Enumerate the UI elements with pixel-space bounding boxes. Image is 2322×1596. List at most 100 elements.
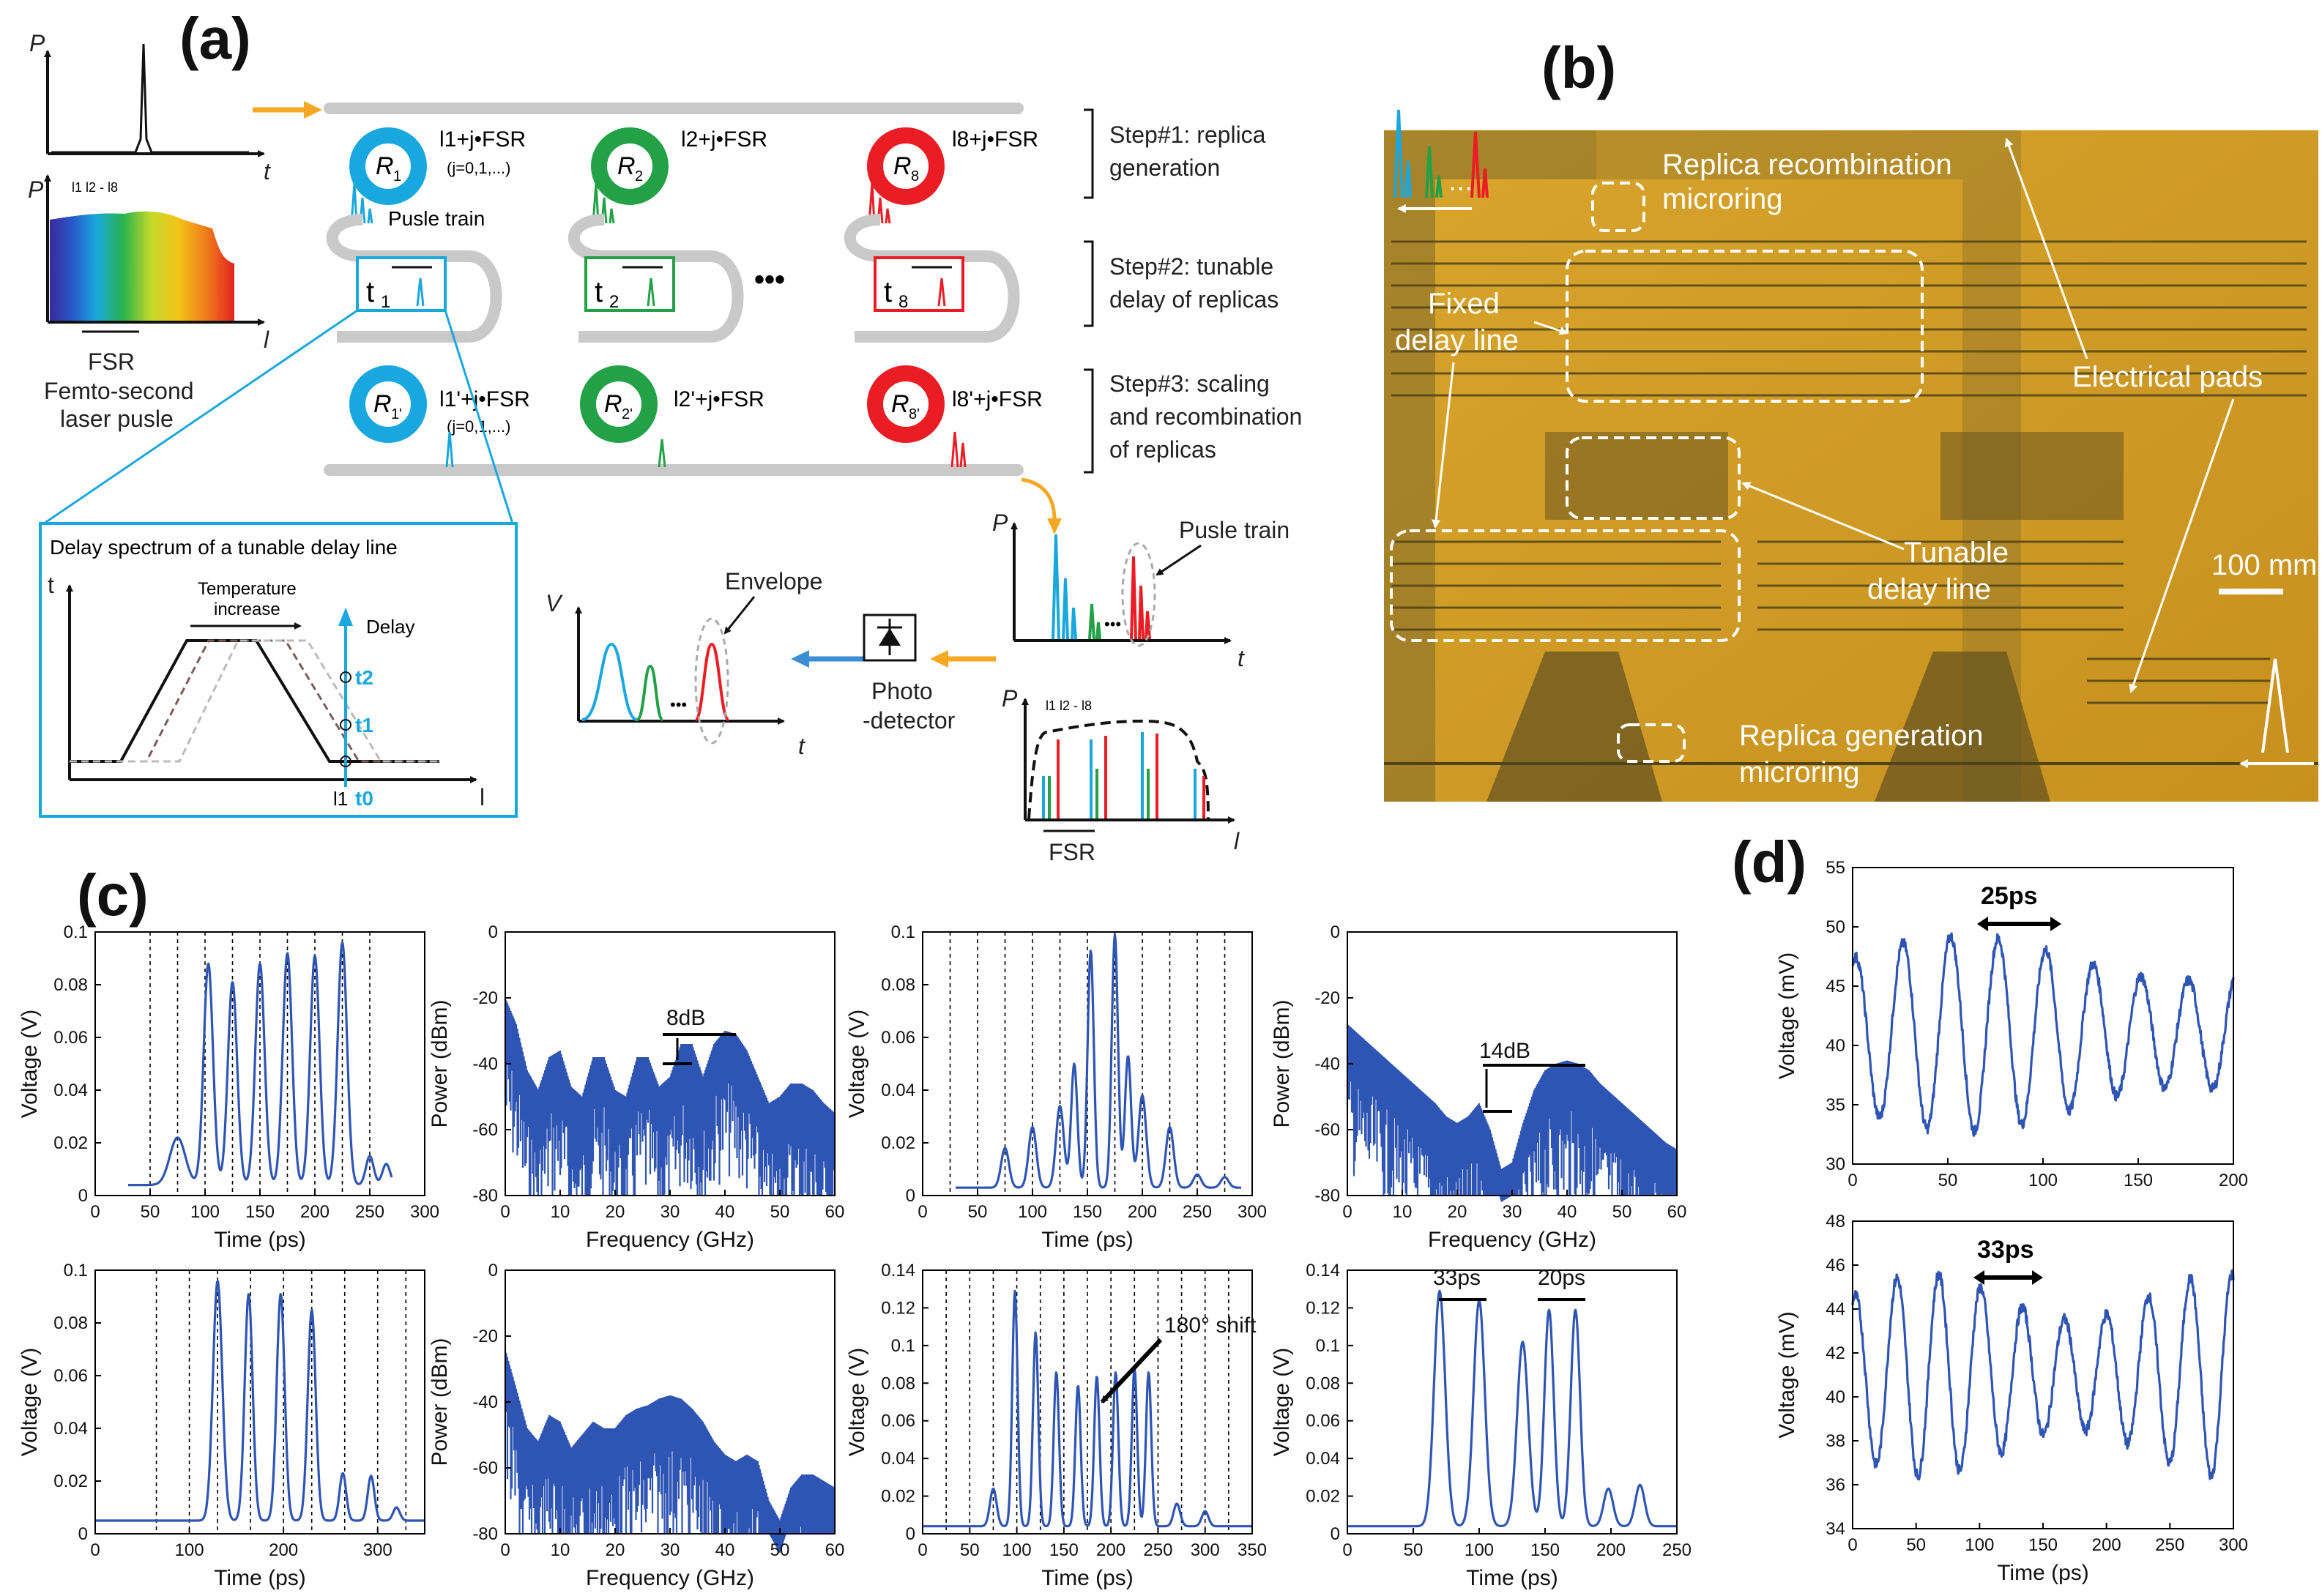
ring-r8p-label: l8'+j•FSR [952,387,1043,411]
temperature-label-2: increase [214,600,280,619]
detected-voltage-plot: V t ••• Envelope [546,568,822,759]
ring-r1-label: l1+j•FSR [439,127,526,152]
x-tick-label: 0 [1342,1202,1352,1222]
comb-axis-p: P [1002,685,1018,712]
train-label: Pusle train [1179,517,1290,543]
label-recomb-2: microring [1662,183,1782,215]
y-tick-label: 0 [78,1186,88,1206]
pulse-axis-t: t [264,158,271,184]
x-tick-label: 100 [1002,1540,1032,1560]
input-arrow-head [304,101,322,119]
x-tick-label: 0 [918,1202,927,1222]
l1-label: l1 [333,788,348,810]
panel-label-c: (c) [77,862,149,928]
x-tick-label: 250 [1662,1540,1692,1560]
series-line [1347,1289,1678,1528]
annotation-33ps-d: 33ps [1977,1236,2034,1264]
x-tick-label: 0 [1847,1171,1857,1190]
delay-box-title: Delay spectrum of a tunable delay line [50,536,398,559]
x-tick-label: 150 [1049,1540,1079,1560]
x-tick-label: 30 [660,1540,680,1560]
series-line [94,1280,425,1522]
y-tick-label: 35 [1826,1095,1845,1115]
y-tick-label: 46 [1826,1256,1845,1275]
x-tick-label: 100 [1018,1202,1047,1222]
mini-out-2 [658,439,666,468]
panel-label-b: (b) [1541,35,1616,100]
x-axis-label: Time (ps) [1041,1566,1134,1590]
train-axis-t: t [1238,645,1245,671]
y-tick-label: 0.02 [881,1133,915,1153]
series-line [1851,1269,2235,1481]
t0-label: t0 [355,787,373,810]
x-tick-label: 200 [300,1202,330,1222]
x-axis-label: Time (ps) [1041,1228,1134,1252]
pulse-train-label-top: Pusle train [388,207,485,230]
delay-box-2: t 2 [584,256,675,312]
envelope-label: Envelope [725,568,822,594]
y-tick-label: 55 [1826,858,1845,878]
label-fixed-1: Fixed [1428,288,1500,320]
x-tick-label: 50 [141,1202,160,1222]
spectrum-envelope [1347,1024,1677,1202]
x-tick-label: 250 [1143,1540,1172,1560]
x-tick-label: 0 [918,1540,927,1560]
x-tick-label: 30 [660,1202,680,1222]
y-tick-label: 0.02 [881,1487,915,1507]
delay-waveguide-2 [568,214,744,343]
photodetector-icon: Photo -detector [863,614,956,734]
x-tick-label: 200 [269,1540,298,1560]
y-tick-label: 50 [1826,917,1845,937]
y-tick-label: 0.12 [1306,1298,1340,1318]
step3-line3: of replicas [1109,436,1216,463]
panel-a: (a) P t P l l1 l2 - l8 FSR Femto-second … [28,6,1302,865]
svg-text:8': 8' [909,406,920,422]
svg-text:8: 8 [911,168,919,184]
x-tick-label: 300 [2219,1535,2248,1555]
ring-r2-label: l2+j•FSR [681,127,767,152]
y-axis-label: Power (dBm) [428,999,452,1127]
y-tick-label: 40 [1826,1036,1845,1056]
svg-text:t: t [366,276,374,308]
ring-r1p-note: (j=0,1,...) [447,417,510,436]
t2-label: t2 [355,666,373,689]
y-tick-label: -40 [472,1054,498,1074]
x-tick-label: 250 [355,1202,384,1222]
panel-b: (b) ... [1384,35,2318,802]
step2-line2: delay of replicas [1109,286,1279,313]
x-tick-label: 150 [1073,1202,1102,1222]
chart-c1: 0 50 100 150 200 250 300 0 0.02 0.04 0.06 0.08 0.1 Ti… [18,922,439,1252]
y-tick-label: 0 [1331,922,1340,942]
axes-frame [1347,1269,1678,1535]
laser-label-1: Femto-second [44,378,194,404]
x-tick-label: 100 [1965,1535,1994,1555]
x-axis-label: Frequency (GHz) [586,1566,754,1590]
x-tick-label: 100 [175,1540,204,1560]
spectrum-envelope [505,998,835,1146]
t1-label: t1 [355,714,373,737]
y-axis-label: Power (dBm) [428,1338,452,1466]
y-tick-label: 0.06 [53,1028,88,1048]
x-tick-label: 10 [551,1540,570,1560]
panel-label-a: (a) [179,6,251,71]
x-tick-label: 40 [715,1540,735,1560]
x-tick-label: 100 [190,1202,220,1222]
x-tick-label: 100 [1465,1540,1494,1560]
y-tick-label: 48 [1826,1212,1845,1231]
svg-text:1: 1 [381,292,390,312]
x-tick-label: 250 [1183,1202,1212,1222]
x-tick-label: 50 [1404,1540,1424,1560]
step2-line1: Step#2: tunable [1109,253,1273,280]
v-axis: V [546,590,563,616]
y-tick-label: 30 [1826,1155,1845,1174]
x-tick-label: 50 [770,1202,790,1222]
ring-r2p-label: l2'+j•FSR [674,387,764,411]
comb-spectrum-plot: P l l1 l2 - l8 FSR [1002,685,1240,865]
x-axis-label: Time (ps) [1997,1561,2089,1585]
ring-r8-label: l8+j•FSR [952,127,1038,152]
delay-box-8: t 8 [874,256,964,312]
input-pulse-plot: P t [29,30,271,184]
y-tick-label: 0.04 [53,1081,88,1100]
y-tick-label: 0.08 [881,1373,915,1393]
y-axis-label: Voltage (mV) [1775,952,1799,1079]
